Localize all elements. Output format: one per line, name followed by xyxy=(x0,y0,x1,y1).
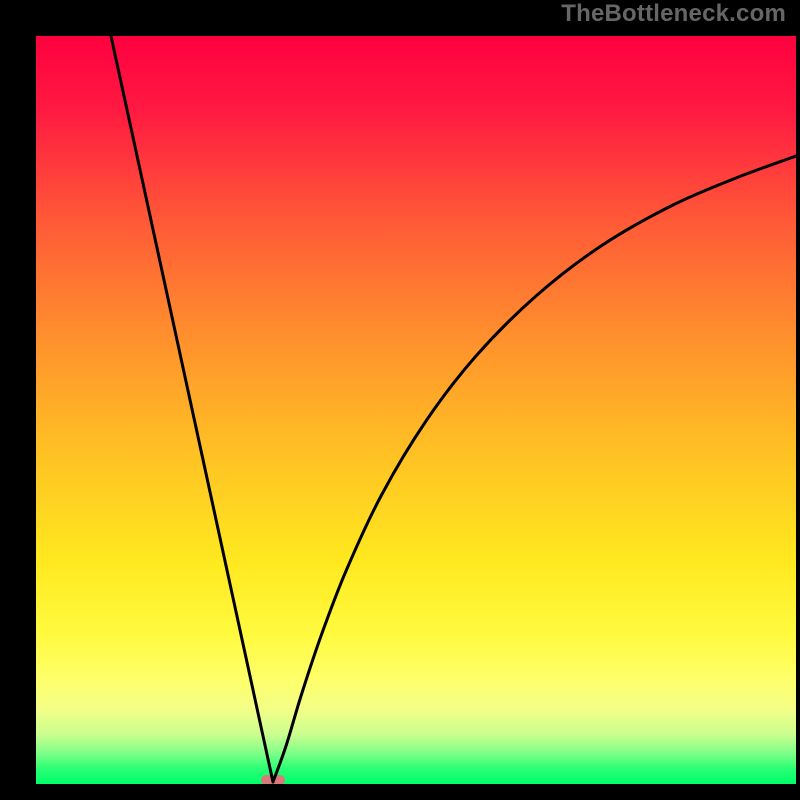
plot-svg xyxy=(36,36,796,784)
gradient-background xyxy=(36,36,796,784)
chart-frame: TheBottleneck.com xyxy=(0,0,800,800)
watermark-text: TheBottleneck.com xyxy=(561,0,786,28)
plot-area xyxy=(36,36,796,784)
